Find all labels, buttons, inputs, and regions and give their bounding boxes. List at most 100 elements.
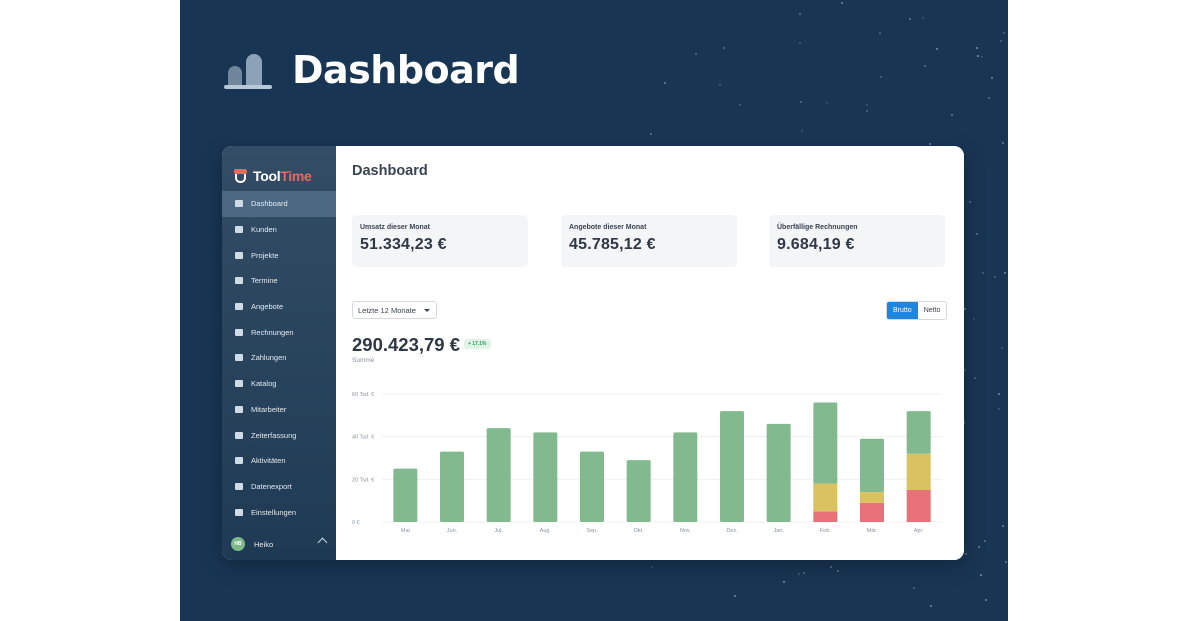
bar-segment	[813, 483, 838, 512]
bar-segment	[860, 438, 884, 493]
brand-name: ToolTime	[253, 167, 312, 184]
app-window: ToolTime Dashboard Kunden Projekte Termine A…	[222, 146, 964, 560]
sidebar-item-katalog[interactable]: Katalog	[222, 371, 336, 397]
delta-badge: + 17.1%	[464, 339, 491, 349]
sidebar-item-datenexport[interactable]: Datenexport	[222, 474, 336, 500]
brand-logo[interactable]: ToolTime	[222, 146, 336, 190]
bar-segment	[860, 502, 884, 522]
x-tick-label: Jan.	[773, 528, 784, 534]
y-tick-label: 60 Tsd. €	[352, 392, 374, 398]
settings-icon	[234, 508, 243, 516]
sidebar-item-rechnungen[interactable]: Rechnungen	[222, 319, 336, 345]
sidebar-item-label: Projekte	[251, 250, 279, 260]
background: Dashboard ToolTime Dashboard Kunden Projek…	[180, 0, 1008, 621]
sidebar-item-label: Angebote	[251, 302, 284, 312]
total-label: Summe	[352, 357, 375, 364]
invoice-icon	[234, 328, 243, 336]
bar-segment	[580, 451, 604, 522]
sidebar-item-kunden[interactable]: Kunden	[222, 217, 336, 243]
sidebar-item-label: Zeiterfassung	[251, 430, 297, 440]
payment-icon	[234, 354, 243, 362]
sidebar-item-zahlungen[interactable]: Zahlungen	[222, 345, 336, 371]
hero-title: Dashboard	[292, 48, 520, 92]
book-icon	[234, 380, 243, 388]
caret-down-icon	[424, 309, 430, 312]
sidebar-item-mitarbeiter[interactable]: Mitarbeiter	[222, 397, 336, 423]
sidebar-item-dashboard[interactable]: Dashboard	[222, 191, 336, 217]
x-tick-label: Okt.	[634, 528, 645, 534]
avatar: HB	[231, 537, 245, 551]
bar-segment	[906, 453, 931, 490]
x-tick-label: Sep.	[586, 528, 598, 534]
kpi-value: 51.334,23 €	[360, 236, 447, 253]
sidebar: ToolTime Dashboard Kunden Projekte Termine A…	[222, 146, 336, 560]
sidebar-item-projekte[interactable]: Projekte	[222, 242, 336, 268]
sidebar-item-label: Dashboard	[251, 199, 288, 209]
kpi-value: 9.684,19 €	[777, 236, 855, 253]
sidebar-item-aktivitäten[interactable]: Aktivitäten	[222, 448, 336, 474]
employees-icon	[234, 405, 243, 413]
bar-segment	[626, 460, 651, 522]
x-tick-label: Aug.	[540, 528, 552, 534]
toggle-gross[interactable]: Brutto	[887, 302, 918, 319]
toggle-net[interactable]: Netto	[917, 302, 947, 319]
x-tick-label: Jul.	[494, 528, 503, 534]
total-value: 290.423,79 €	[352, 334, 461, 355]
document-icon	[234, 303, 243, 311]
gross-net-toggle: Brutto Netto	[886, 301, 948, 320]
sidebar-item-label: Katalog	[251, 379, 277, 389]
calendar-icon	[234, 277, 243, 285]
sidebar-item-label: Kunden	[251, 225, 277, 235]
x-tick-label: Mai	[401, 528, 410, 534]
user-menu[interactable]: HB Heiko	[222, 528, 336, 560]
period-select[interactable]: Letzte 12 Monate	[352, 301, 437, 319]
sidebar-item-label: Zahlungen	[251, 353, 287, 363]
bar-segment	[720, 411, 744, 522]
sidebar-item-label: Datenexport	[251, 481, 292, 491]
bar-segment	[673, 432, 698, 522]
sidebar-item-einstellungen[interactable]: Einstellungen	[222, 499, 336, 525]
bar-segment	[813, 511, 838, 522]
revenue-chart: 0 € 20 Tsd. € 40 Tsd. € 60 Tsd. € Mai Jun. Jul…	[352, 392, 942, 534]
kpi-label: Angebote dieser Monat	[569, 224, 647, 231]
x-tick-label: Nov.	[680, 528, 691, 534]
y-tick-label: 40 Tsd. €	[352, 435, 374, 441]
logo-icon	[234, 168, 247, 183]
hero-header: Dashboard	[224, 48, 520, 92]
chevron-up-icon[interactable]	[317, 537, 328, 548]
main-content: Dashboard Umsatz dieser Monat 51.334,23 …	[336, 146, 964, 560]
kpi-card-overdue: Überfällige Rechnungen 9.684,19 €	[769, 215, 945, 267]
sidebar-item-label: Termine	[251, 276, 278, 286]
sidebar-item-zeiterfassung[interactable]: Zeiterfassung	[222, 422, 336, 448]
kpi-label: Umsatz dieser Monat	[360, 224, 431, 231]
bar-segment	[860, 492, 884, 503]
sidebar-item-angebote[interactable]: Angebote	[222, 294, 336, 320]
x-tick-label: Feb.	[820, 528, 831, 534]
kpi-card-offers: Angebote dieser Monat 45.785,12 €	[561, 215, 737, 267]
bar-segment	[393, 468, 418, 522]
folder-icon	[234, 251, 243, 259]
customers-icon	[234, 226, 243, 234]
dashboard-icon	[234, 200, 243, 208]
stopwatch-icon	[234, 431, 243, 439]
x-tick-label: Apr.	[914, 528, 924, 534]
activity-icon	[234, 457, 243, 465]
kpi-value: 45.785,12 €	[569, 236, 656, 253]
bar-segment	[486, 428, 511, 522]
sidebar-item-label: Rechnungen	[251, 327, 294, 337]
kpi-card-revenue: Umsatz dieser Monat 51.334,23 €	[352, 215, 528, 267]
bar-segment	[906, 490, 931, 522]
user-name: Heiko	[254, 539, 274, 549]
sidebar-item-label: Aktivitäten	[251, 456, 286, 466]
sidebar-nav: Dashboard Kunden Projekte Termine Angebote Re…	[222, 191, 336, 525]
bar-segment	[533, 432, 558, 522]
x-tick-label: Mär.	[867, 528, 878, 534]
bar-chart-icon	[224, 50, 274, 90]
sidebar-item-label: Einstellungen	[251, 507, 297, 517]
bar-segment	[766, 423, 791, 522]
sidebar-item-termine[interactable]: Termine	[222, 268, 336, 294]
x-tick-label: Dez.	[726, 528, 738, 534]
sidebar-item-label: Mitarbeiter	[251, 404, 287, 414]
kpi-label: Überfällige Rechnungen	[777, 224, 858, 231]
bar-segment	[440, 451, 464, 522]
